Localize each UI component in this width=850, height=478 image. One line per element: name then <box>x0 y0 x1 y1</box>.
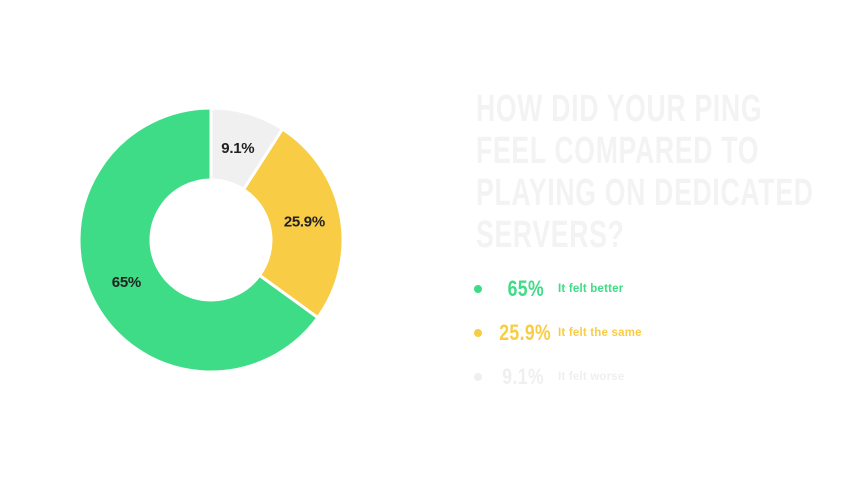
chart-title-line: PLAYING ON DEDICATED <box>476 172 814 214</box>
chart-title-line: HOW DID YOUR PING <box>476 88 763 130</box>
donut-chart: 65% 25.9% 9.1% <box>61 90 361 390</box>
chart-title: HOW DID YOUR PING FEEL COMPARED TO PLAYI… <box>476 88 846 256</box>
legend-dot-icon <box>474 285 482 293</box>
legend-percent: 65% <box>507 276 544 301</box>
legend-percent: 9.1% <box>502 364 544 389</box>
slice-value-label-2: 9.1% <box>221 140 254 157</box>
donut-slice-2 <box>209 106 284 192</box>
legend-percent: 25.9% <box>499 320 552 345</box>
legend-item-felt-same: 25.9% It felt the same <box>472 315 832 351</box>
legend-dot-icon <box>474 329 482 337</box>
legend-item-felt-worse: 9.1% It felt worse <box>472 359 832 395</box>
donut-slice-0 <box>77 106 320 374</box>
legend-label: It felt better <box>558 283 624 295</box>
chart-title-line: SERVERS? <box>476 214 625 256</box>
legend-label: It felt worse <box>558 371 625 383</box>
slice-value-label-0: 65% <box>112 274 141 291</box>
legend-item-felt-better: 65% It felt better <box>472 271 832 307</box>
legend-label: It felt the same <box>558 327 642 339</box>
donut-slice-1 <box>241 127 345 320</box>
slice-value-label-1: 25.9% <box>284 213 325 230</box>
legend-dot-icon <box>474 373 482 381</box>
chart-title-line: FEEL COMPARED TO <box>476 130 760 172</box>
donut-chart-svg: 65% 25.9% 9.1% <box>77 106 345 374</box>
